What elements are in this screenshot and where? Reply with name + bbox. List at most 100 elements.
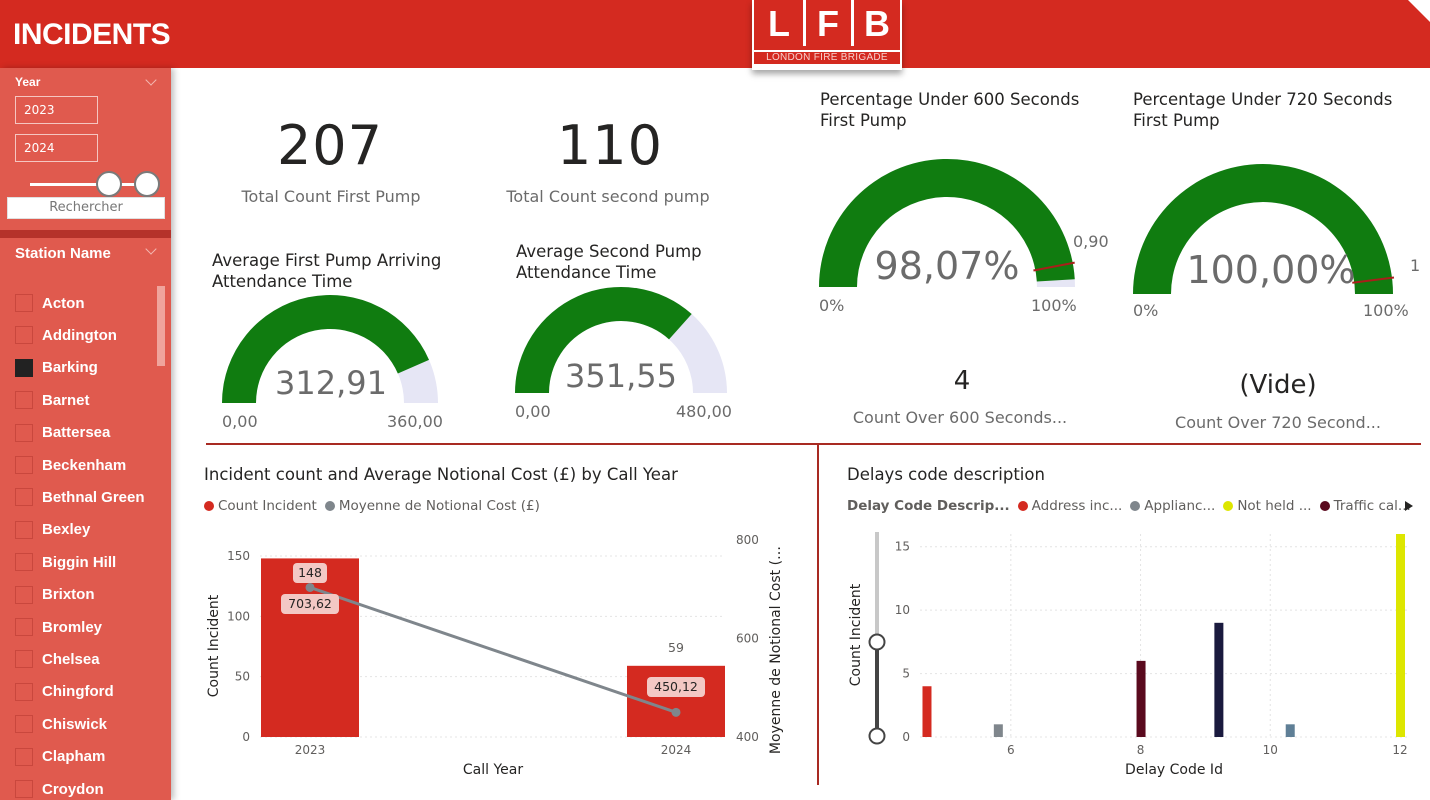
station-item[interactable]: Chelsea: [15, 648, 100, 670]
station-label: Barnet: [42, 391, 90, 409]
bar-data-label: 59: [668, 640, 684, 655]
legend-dot-icon: [1319, 501, 1330, 511]
count-over-720-value: (Vide): [1239, 370, 1317, 400]
station-item[interactable]: Beckenham: [15, 454, 126, 476]
under-720-gauge-target: 1: [1410, 256, 1421, 275]
station-checkbox[interactable]: [15, 520, 33, 539]
gauge-fill: [1133, 164, 1393, 294]
station-item[interactable]: Biggin Hill: [15, 551, 116, 573]
second-pump-count-caption: Total Count second pump: [506, 187, 710, 206]
legend-dot-icon: [1130, 501, 1141, 511]
logo-letter-l: L: [768, 3, 790, 44]
logo-separator: [851, 0, 854, 46]
sidebar-divider: [0, 230, 171, 238]
zoom-slider-handle[interactable]: [868, 633, 886, 651]
legend-item-count-incident[interactable]: Count Incident: [204, 498, 317, 514]
under-720-gauge-value: 100,00%: [1186, 248, 1356, 292]
station-checkbox[interactable]: [15, 715, 33, 734]
station-item[interactable]: Croydon: [15, 778, 104, 800]
station-item[interactable]: Bexley: [15, 519, 90, 541]
station-checkbox[interactable]: [15, 553, 33, 572]
station-checkbox[interactable]: [15, 358, 33, 377]
y-tick-label: 150: [227, 549, 250, 563]
station-search-input[interactable]: Rechercher: [7, 197, 165, 219]
bar-data-label-bg: [293, 563, 327, 583]
logo-letters-block: L F B: [752, 0, 902, 50]
station-item[interactable]: Barking: [15, 357, 98, 379]
station-label: Barking: [42, 359, 98, 377]
x-axis-title: Call Year: [463, 762, 523, 778]
station-item[interactable]: Chingford: [15, 681, 114, 703]
section-divider-horizontal: [206, 443, 1421, 445]
station-checkbox[interactable]: [15, 423, 33, 442]
station-label: Chiswick: [42, 715, 108, 733]
station-label: Bethnal Green: [42, 488, 145, 506]
chevron-down-icon[interactable]: [145, 74, 157, 86]
second-pump-gauge-max: 480,00: [676, 402, 732, 421]
year-slider-end-handle[interactable]: [134, 171, 160, 197]
line-data-label: 703,62: [288, 596, 332, 611]
station-checkbox[interactable]: [15, 618, 33, 636]
under-720-gauge-max: 100%: [1363, 301, 1409, 320]
count-over-720-caption: Count Over 720 Second...: [1175, 413, 1381, 432]
under-720-gauge-title: Percentage Under 720 Seconds First Pump: [1133, 90, 1393, 130]
first-pump-count-value: 207: [276, 114, 384, 177]
y-tick-label: 0: [902, 730, 910, 744]
station-item[interactable]: Chiswick: [15, 713, 107, 735]
legend-next-arrow-icon[interactable]: [1404, 500, 1414, 512]
legend-label: Address inc...: [1031, 498, 1123, 514]
station-label: Beckenham: [42, 456, 127, 474]
station-checkbox[interactable]: [15, 456, 33, 474]
station-item[interactable]: Battersea: [15, 422, 110, 444]
year-to-input[interactable]: 2024: [15, 134, 98, 162]
x-tick-label: 6: [1007, 743, 1015, 757]
station-checkbox[interactable]: [15, 326, 33, 345]
station-list-scrollbar[interactable]: [157, 286, 165, 366]
legend-item-address[interactable]: Address inc...: [1017, 498, 1123, 514]
station-item[interactable]: Addington: [15, 324, 117, 346]
year-slider-start-handle[interactable]: [96, 171, 122, 197]
bar: [1136, 660, 1146, 737]
station-item[interactable]: Barnet: [15, 389, 90, 411]
logo-separator: [803, 0, 806, 46]
legend-item-not-held[interactable]: Not held ...: [1223, 498, 1312, 514]
station-checkbox[interactable]: [15, 650, 33, 669]
second-pump-gauge-title: Average Second Pump Attendance Time: [516, 242, 702, 282]
line-point: [305, 582, 315, 592]
line-data-label: 450,12: [654, 679, 698, 694]
station-item[interactable]: Acton: [15, 292, 85, 314]
station-item[interactable]: Bromley: [15, 616, 102, 638]
station-label: Chingford: [42, 683, 114, 701]
y-tick-label: 100: [227, 609, 250, 623]
gauge-target-marker: [1033, 261, 1075, 272]
station-checkbox[interactable]: [15, 585, 33, 604]
station-label: Brixton: [42, 586, 95, 604]
year-range-slider[interactable]: [30, 183, 150, 186]
station-checkbox[interactable]: [15, 747, 33, 766]
legend-item-notional-cost[interactable]: Moyenne de Notional Cost (£): [324, 498, 540, 514]
station-item[interactable]: Brixton: [15, 584, 95, 606]
incident-cost-chart-title: Incident count and Average Notional Cost…: [204, 465, 678, 484]
legend-item-appliance[interactable]: Applianc...: [1130, 498, 1215, 514]
station-checkbox[interactable]: [15, 780, 33, 798]
under-720-gauge: [1133, 164, 1395, 294]
delays-chart-title: Delays code description: [847, 465, 1045, 484]
station-checkbox[interactable]: [15, 682, 33, 701]
under-600-gauge-min: 0%: [819, 296, 845, 315]
y-axis-title: Count Incident: [206, 594, 222, 697]
legend-dot-icon: [204, 501, 214, 511]
under-600-gauge-value: 98,07%: [874, 244, 1020, 288]
station-item[interactable]: Clapham: [15, 746, 105, 768]
bar: [1396, 534, 1405, 737]
station-checkbox[interactable]: [15, 294, 33, 312]
station-label: Croydon: [42, 780, 104, 798]
station-checkbox[interactable]: [15, 488, 33, 507]
station-item[interactable]: Bethnal Green: [15, 486, 145, 508]
y-tick-label: 5: [902, 667, 910, 681]
legend-item-traffic[interactable]: Traffic cal...: [1319, 498, 1411, 514]
year-from-input[interactable]: 2023: [15, 96, 98, 124]
zoom-slider-handle[interactable]: [868, 727, 886, 745]
y-axis-title: Count Incident: [848, 583, 864, 686]
station-checkbox[interactable]: [15, 391, 33, 410]
